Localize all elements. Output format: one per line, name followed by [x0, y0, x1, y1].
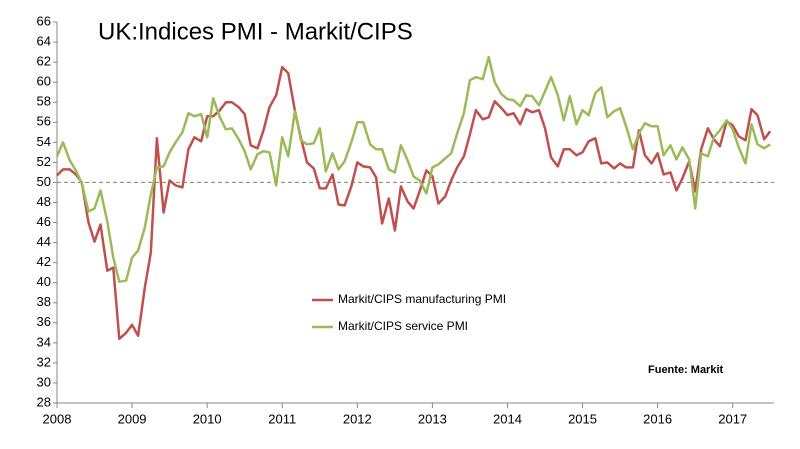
y-tick-label: 40: [37, 274, 51, 289]
y-tick-label: 52: [37, 154, 51, 169]
legend-label: Markit/CIPS service PMI: [338, 319, 468, 333]
series-line: [56, 65, 772, 341]
legend-label: Markit/CIPS manufacturing PMI: [338, 292, 506, 306]
x-tick-label: 2008: [43, 411, 72, 426]
x-tick-label: 2011: [268, 411, 296, 426]
y-tick-label: 48: [37, 194, 51, 209]
series-line: [55, 55, 771, 283]
x-tick-label: 2009: [118, 411, 147, 426]
y-tick-label: 64: [37, 33, 51, 48]
x-tick-label: 2016: [643, 411, 672, 426]
y-tick-label: 66: [37, 13, 51, 28]
y-tick-label: 46: [37, 214, 51, 229]
y-tick-label: 38: [37, 294, 51, 309]
y-tick-label: 34: [37, 334, 51, 349]
x-tick-label: 2015: [568, 411, 597, 426]
y-tick-label: 50: [37, 174, 51, 189]
y-tick-label: 56: [37, 114, 51, 129]
y-tick-label: 32: [37, 354, 51, 369]
source-note: Fuente: Markit: [648, 364, 724, 376]
x-tick-label: 2013: [418, 411, 447, 426]
y-tick-label: 30: [37, 374, 51, 389]
x-tick-label: 2014: [493, 411, 522, 426]
y-tick-label: 42: [37, 254, 51, 269]
y-tick-label: 58: [37, 94, 51, 109]
x-tick-label: 2010: [193, 411, 222, 426]
y-tick-label: 54: [37, 134, 51, 149]
y-tick-label: 28: [37, 394, 51, 409]
chart-title: UK:Indices PMI - Markit/CIPS: [98, 18, 413, 45]
y-tick-label: 36: [37, 314, 51, 329]
y-tick-label: 60: [37, 74, 51, 89]
y-tick-label: 44: [37, 234, 51, 249]
x-tick-label: 2017: [718, 411, 747, 426]
y-tick-label: 62: [37, 54, 51, 69]
x-tick-label: 2012: [343, 411, 372, 426]
